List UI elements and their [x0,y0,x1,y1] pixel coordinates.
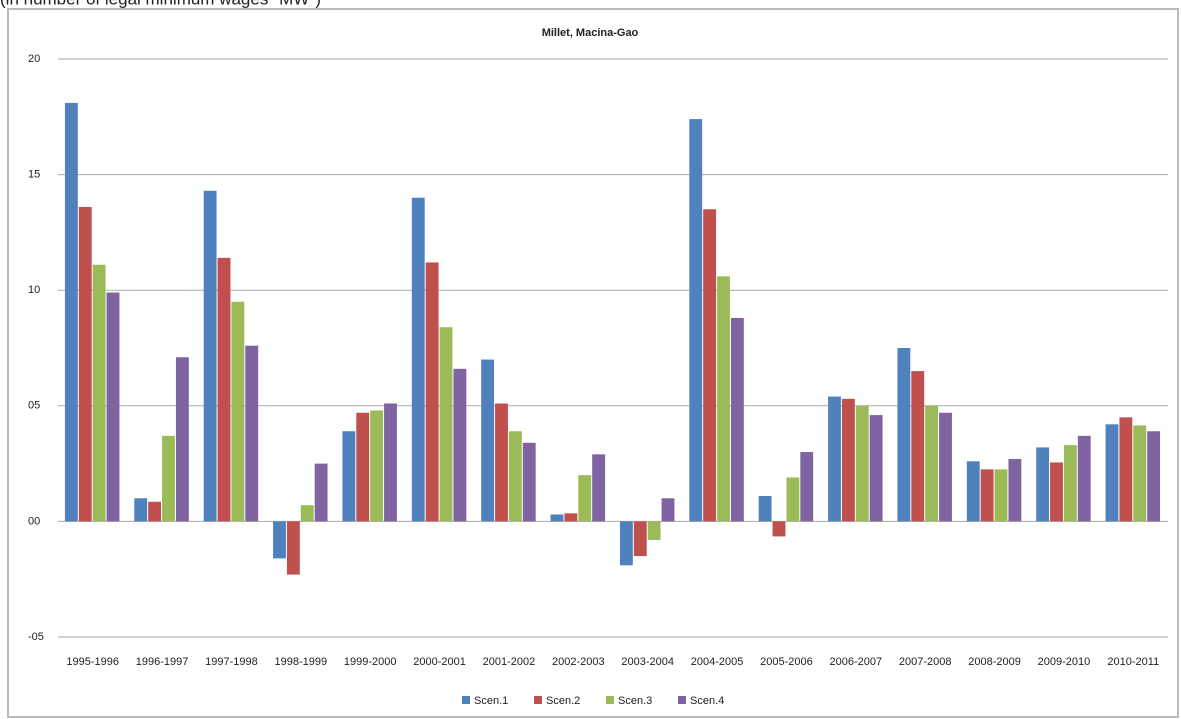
bar [425,262,439,522]
bar [1063,445,1077,522]
bar [1147,431,1161,522]
x-tick-label: 2010-2011 [1107,656,1159,668]
bar [356,412,370,522]
y-tick-label: 05 [28,400,40,412]
bar [661,498,675,522]
chart-frame [7,8,1179,718]
bar [939,412,952,522]
bar [758,495,772,522]
bar [453,368,467,522]
bar [508,431,522,522]
bar [342,431,356,522]
bar [841,398,855,522]
bar [1105,424,1119,522]
bar [231,301,245,522]
bar [980,469,994,522]
bar [162,435,175,522]
bar [92,264,106,522]
bar [286,521,300,575]
bar [1008,458,1022,522]
bar [106,292,120,522]
bar [175,357,189,522]
bar [689,119,703,522]
bar [439,327,453,522]
bar [522,442,536,522]
x-tick-label: 1998-1999 [275,656,328,668]
x-tick-label: 2005-2006 [760,656,813,668]
legend-swatch [678,696,686,704]
y-tick-label: 20 [28,53,40,65]
bar [203,190,217,522]
x-tick-label: 2000-2001 [413,656,466,668]
y-tick-label: 15 [28,169,40,181]
bar [772,521,786,537]
x-tick-label: 1999-2000 [344,656,397,668]
y-tick-label: 10 [28,284,40,296]
x-tick-label: 2007-2008 [899,656,952,668]
legend-swatch [534,696,542,704]
bar [273,521,286,559]
x-tick-label: 2004-2005 [691,656,744,668]
x-tick-label: 2006-2007 [830,656,883,668]
bar [730,317,744,522]
bar [314,463,328,522]
bar [370,410,384,522]
bar [564,513,578,522]
x-tick-label: 2003-2004 [621,656,674,668]
bar [134,498,148,522]
bar [855,405,869,522]
bar [550,514,564,522]
bar [786,477,800,522]
bar [148,501,162,522]
bar [828,396,841,522]
bar [703,209,717,522]
bar [384,403,397,522]
bar [717,276,730,522]
chart-subtitle: (in number of legal minimum wages "MW") [0,0,321,8]
bar [619,521,633,566]
x-tick-label: 2008-2009 [968,656,1021,668]
bar [925,405,939,522]
x-tick-label: 1995-1996 [66,656,119,668]
legend-swatch [462,696,470,704]
bar [78,206,92,522]
bar [966,461,980,522]
bar [869,415,883,522]
bar [1133,425,1147,522]
legend-label: Scen.1 [474,695,508,707]
bar [1050,462,1063,522]
bar [647,521,661,540]
bar [897,348,911,522]
bar [911,371,925,522]
x-tick-label: 2002-2003 [552,656,605,668]
bar [592,454,606,522]
chart-title: Millet, Macina-Gao [542,27,639,39]
bar [633,521,647,557]
bar [1119,417,1133,522]
bar [1036,447,1050,522]
bar [800,452,814,522]
legend-label: Scen.4 [690,695,724,707]
legend-label: Scen.2 [546,695,580,707]
bar [495,403,508,522]
bar [481,359,495,522]
legend-swatch [606,696,614,704]
y-tick-label: -05 [28,631,44,643]
x-tick-label: 2001-2002 [483,656,536,668]
legend-label: Scen.3 [618,695,652,707]
bar [245,345,259,522]
y-tick-label: 00 [28,515,40,527]
bar [300,505,314,522]
x-tick-label: 1996-1997 [136,656,189,668]
bar [64,102,78,522]
x-tick-label: 1997-1998 [205,656,258,668]
bar [578,475,592,522]
bar [217,257,231,522]
bar [994,469,1008,522]
bar [1077,435,1091,522]
x-tick-label: 2009-2010 [1038,656,1091,668]
bar [411,197,425,522]
